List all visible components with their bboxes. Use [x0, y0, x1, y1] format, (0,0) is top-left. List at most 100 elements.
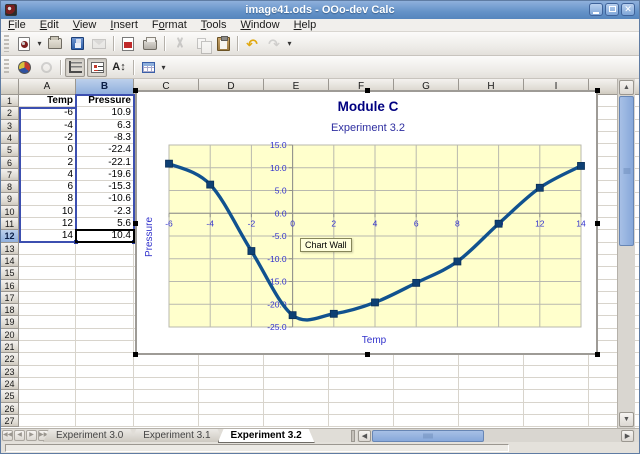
- row-header-12[interactable]: 12: [1, 230, 19, 243]
- cell-C22[interactable]: [134, 353, 199, 366]
- cell-J6[interactable]: [589, 157, 639, 169]
- cell-E22[interactable]: [264, 353, 329, 366]
- scale-text-button[interactable]: A↕: [109, 58, 129, 77]
- menu-tools[interactable]: Tools: [200, 18, 227, 31]
- cell-D25[interactable]: [199, 390, 264, 403]
- cell-H24[interactable]: [459, 378, 524, 390]
- chart-resize-handle[interactable]: [595, 220, 600, 226]
- cell-I24[interactable]: [524, 378, 589, 390]
- cell-I23[interactable]: [524, 366, 589, 378]
- cell-B9[interactable]: -10.6: [76, 193, 134, 206]
- row-header-5[interactable]: 5: [1, 144, 19, 157]
- cell-I22[interactable]: [524, 353, 589, 366]
- cell-B1[interactable]: Pressure: [76, 95, 134, 107]
- toolbar-overflow-icon[interactable]: ▾: [161, 62, 166, 72]
- cell-E24[interactable]: [264, 378, 329, 390]
- scroll-down-button[interactable]: ▼: [619, 412, 634, 427]
- cell-J22[interactable]: [589, 353, 639, 366]
- cell-A24[interactable]: [19, 378, 76, 390]
- menu-view[interactable]: View: [72, 18, 97, 31]
- cell-B7[interactable]: -19.6: [76, 169, 134, 181]
- cell-F24[interactable]: [329, 378, 394, 390]
- row-header-8[interactable]: 8: [1, 181, 19, 193]
- cell-A7[interactable]: 4: [19, 169, 76, 181]
- cell-A25[interactable]: [19, 390, 76, 403]
- cell-A15[interactable]: [19, 267, 76, 280]
- cell-B6[interactable]: -22.1: [76, 157, 134, 169]
- cell-B3[interactable]: 6.3: [76, 120, 134, 132]
- cell-J18[interactable]: [589, 304, 639, 316]
- sheet-tab-experiment-3-0[interactable]: Experiment 3.0: [43, 429, 136, 443]
- menu-window[interactable]: Window: [240, 18, 280, 31]
- cell-B18[interactable]: [76, 304, 134, 316]
- email-button[interactable]: [89, 34, 109, 53]
- cell-E23[interactable]: [264, 366, 329, 378]
- cell-B4[interactable]: -8.3: [76, 132, 134, 144]
- cell-A2[interactable]: -6: [19, 107, 76, 120]
- cell-A8[interactable]: 6: [19, 181, 76, 193]
- chart-resize-handle[interactable]: [133, 220, 138, 226]
- cell-J10[interactable]: [589, 206, 639, 218]
- menu-insert[interactable]: Insert: [110, 18, 138, 31]
- cell-A18[interactable]: [19, 304, 76, 316]
- cell-A27[interactable]: [19, 415, 76, 427]
- cell-B21[interactable]: [76, 341, 134, 353]
- new-document-button[interactable]: [14, 34, 34, 53]
- chart-type-button[interactable]: [14, 58, 34, 77]
- cell-A19[interactable]: [19, 316, 76, 329]
- cell-B13[interactable]: [76, 243, 134, 255]
- menu-format[interactable]: Format: [151, 18, 187, 31]
- scroll-right-button[interactable]: ▶: [621, 430, 634, 442]
- cell-A4[interactable]: -2: [19, 132, 76, 144]
- previous-sheet-button[interactable]: ◀: [14, 430, 25, 441]
- select-all-corner[interactable]: [1, 79, 19, 95]
- cell-G25[interactable]: [394, 390, 459, 403]
- cell-A3[interactable]: -4: [19, 120, 76, 132]
- cell-B17[interactable]: [76, 292, 134, 304]
- row-header-1[interactable]: 1: [1, 95, 19, 107]
- chart-resize-handle[interactable]: [364, 352, 370, 357]
- cell-E25[interactable]: [264, 390, 329, 403]
- row-header-25[interactable]: 25: [1, 390, 19, 403]
- chart-resize-handle[interactable]: [364, 88, 370, 93]
- cell-G23[interactable]: [394, 366, 459, 378]
- cell-J27[interactable]: [589, 415, 639, 427]
- open-button[interactable]: [45, 34, 65, 53]
- horizontal-scroll-thumb[interactable]: [372, 430, 484, 442]
- row-header-14[interactable]: 14: [1, 255, 19, 267]
- row-header-19[interactable]: 19: [1, 316, 19, 329]
- cell-G24[interactable]: [394, 378, 459, 390]
- toolbar-grip[interactable]: [4, 35, 9, 52]
- row-header-11[interactable]: 11: [1, 218, 19, 230]
- cell-B15[interactable]: [76, 267, 134, 280]
- cell-B8[interactable]: -15.3: [76, 181, 134, 193]
- cell-F22[interactable]: [329, 353, 394, 366]
- title-bar[interactable]: image41.ods - OOo-dev Calc ✕: [1, 1, 639, 19]
- row-header-21[interactable]: 21: [1, 341, 19, 353]
- cell-D24[interactable]: [199, 378, 264, 390]
- cell-B19[interactable]: [76, 316, 134, 329]
- cell-B22[interactable]: [76, 353, 134, 366]
- cell-G27[interactable]: [394, 415, 459, 427]
- first-sheet-button[interactable]: ◀◀: [2, 430, 13, 441]
- maximize-button[interactable]: [605, 3, 619, 16]
- cell-I26[interactable]: [524, 403, 589, 415]
- cell-A13[interactable]: [19, 243, 76, 255]
- horizontal-scrollbar[interactable]: ◀ ▶: [357, 429, 635, 443]
- cell-E26[interactable]: [264, 403, 329, 415]
- cell-J21[interactable]: [589, 341, 639, 353]
- row-header-9[interactable]: 9: [1, 193, 19, 206]
- cell-J20[interactable]: [589, 329, 639, 341]
- chart-object[interactable]: 15.0 10.0 5.0 0.0 -5.0 -10.0 -15.0 -20.0 -25.0 -6…: [133, 88, 600, 357]
- cell-B11[interactable]: 5.6: [76, 218, 134, 230]
- row-header-17[interactable]: 17: [1, 292, 19, 304]
- row-header-2[interactable]: 2: [1, 107, 19, 120]
- cell-J5[interactable]: [589, 144, 639, 157]
- chart-resize-handle[interactable]: [133, 352, 138, 357]
- cell-B16[interactable]: [76, 280, 134, 292]
- chart-resize-handle[interactable]: [595, 352, 600, 357]
- cell-J2[interactable]: [589, 107, 639, 120]
- cell-J15[interactable]: [589, 267, 639, 280]
- next-sheet-button[interactable]: ▶: [26, 430, 37, 441]
- menu-file[interactable]: File: [8, 18, 26, 31]
